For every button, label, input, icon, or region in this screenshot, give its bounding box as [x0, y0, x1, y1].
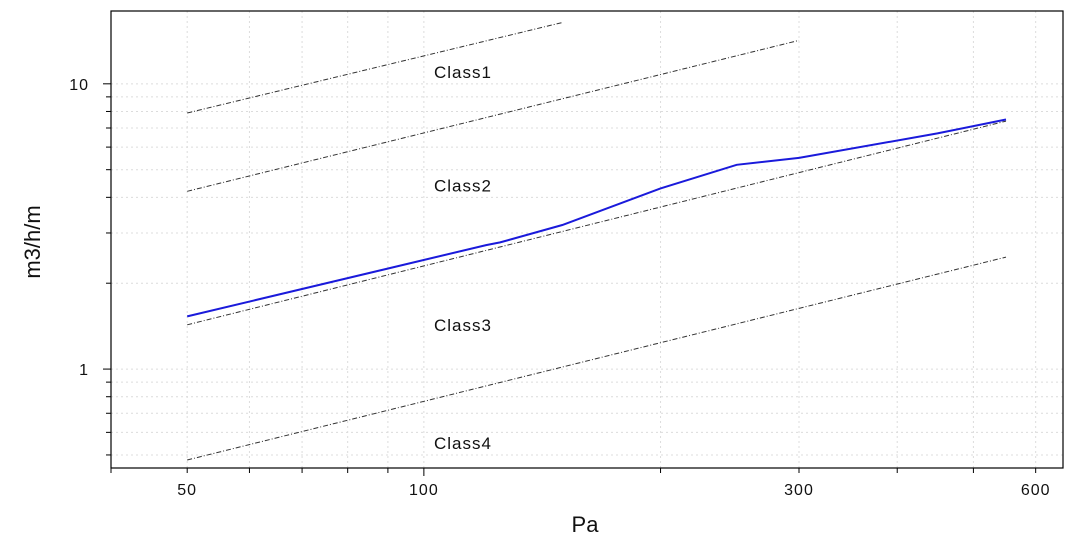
series-group [186, 22, 1007, 461]
measured-series-line [186, 118, 1007, 318]
x-tick-label: 50 [177, 482, 197, 499]
class-label: Class4 [434, 434, 492, 453]
grid [110, 11, 1063, 468]
tick-labels: 50 100 300 600 1 10 [69, 77, 1051, 499]
class-label: Class1 [434, 63, 492, 82]
class-annotations: Class1 Class2 Class3 Class4 [434, 63, 492, 453]
x-tick-label: 600 [1021, 482, 1051, 499]
class-limit-line-2 [187, 39, 800, 192]
axis-ticks [103, 83, 1037, 476]
class-limit-line-4 [187, 256, 1007, 461]
x-tick-label: 100 [409, 482, 439, 499]
y-tick-label: 1 [79, 362, 89, 379]
x-axis-title: Pa [572, 512, 600, 537]
class-limit-line-1 [187, 22, 563, 114]
y-tick-label: 10 [69, 77, 89, 94]
y-axis-title: m3/h/m [20, 205, 45, 278]
class-limit-line-3 [187, 120, 1007, 326]
class-label: Class2 [434, 177, 492, 196]
class-label: Class3 [434, 316, 492, 335]
x-tick-label: 300 [784, 482, 814, 499]
plot-frame [110, 10, 1064, 469]
